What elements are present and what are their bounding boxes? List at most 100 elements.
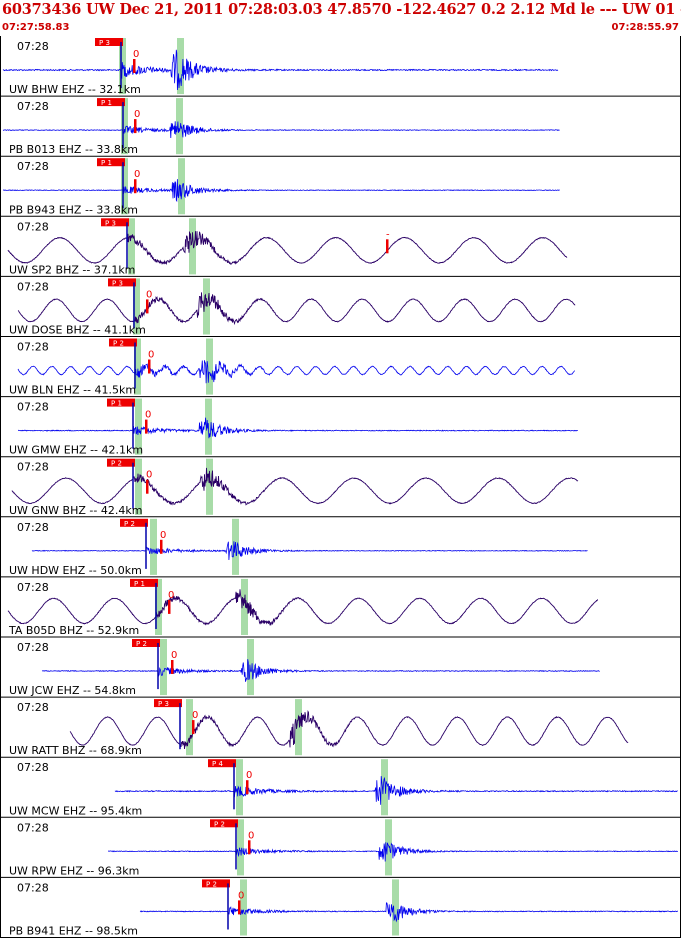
p-window-highlight	[133, 278, 140, 335]
p-pick-flag[interactable]	[120, 518, 148, 527]
s-pick-marker[interactable]	[134, 119, 137, 134]
s-pick-marker[interactable]	[386, 239, 389, 254]
p-pick-label: P 3	[158, 700, 169, 708]
p-pick-flag[interactable]	[132, 639, 160, 647]
trace-panel[interactable]: P 2 0 07:28 UW RPW EHZ -- 96.3km	[0, 817, 681, 878]
p-window-highlight	[121, 158, 128, 215]
p-window-highlight	[186, 699, 193, 756]
p-pick-flag[interactable]	[108, 278, 136, 287]
s-pick-marker[interactable]	[134, 179, 137, 194]
trace-panel[interactable]: P 4 0 07:28 UW MCW EHZ -- 95.4km	[0, 757, 681, 818]
s-window-highlight	[177, 38, 184, 95]
panel-time-label: 07:28	[17, 821, 49, 834]
p-window-highlight	[134, 338, 141, 395]
p-pick-label: P 1	[101, 159, 112, 167]
s-pick-marker[interactable]	[145, 419, 148, 434]
trace-panel[interactable]: P 1 0 07:28 PB B943 EHZ -- 33.8km	[0, 156, 681, 217]
panel-time-label: 07:28	[17, 160, 49, 173]
p-pick-flag[interactable]	[154, 699, 182, 708]
station-label: PB B941 EHZ -- 98.5km	[9, 925, 138, 938]
s-pick-label: 0	[146, 470, 152, 481]
panel-time-label: 07:28	[17, 341, 49, 354]
s-window-highlight	[295, 699, 302, 756]
trace-panel[interactable]: P 2 0 07:28 UW GNW BHZ -- 42.4km	[0, 456, 681, 518]
p-pick-label: P 3	[99, 39, 110, 47]
trace-panel[interactable]: P 2 0 07:28 UW JCW EHZ -- 54.8km	[0, 637, 681, 698]
trace-panel[interactable]: P 1 0 07:28 TA B05D BHZ -- 52.9km	[0, 576, 681, 638]
s-window-highlight	[381, 759, 388, 816]
p-pick-flag[interactable]	[95, 38, 123, 46]
waveform-trace	[17, 360, 575, 384]
waveform-trace	[7, 589, 598, 626]
p-pick-flag[interactable]	[210, 819, 238, 828]
p-window-highlight	[135, 398, 142, 455]
s-pick-marker[interactable]	[238, 900, 241, 915]
station-label: UW MCW EHZ -- 95.4km	[9, 804, 142, 817]
trace-panel[interactable]: P 1 0 07:28 PB B013 EHZ -- 33.8km	[0, 96, 681, 157]
trace-panel[interactable]: P 3 0 07:28 UW RATT BHZ -- 68.9km	[0, 697, 681, 758]
station-label: UW BLN EHZ -- 41.5km	[9, 384, 136, 397]
waveform-trace	[2, 49, 559, 91]
s-pick-label: 0	[134, 169, 140, 180]
s-pick-marker[interactable]	[171, 660, 174, 674]
station-label: TA B05D BHZ -- 52.9km	[8, 624, 139, 637]
waveform-trace	[41, 659, 600, 682]
trace-panel[interactable]: P 3 - 07:28 UW SP2 BHZ -- 37.1km	[0, 216, 681, 277]
s-pick-marker[interactable]	[168, 599, 171, 614]
p-pick-flag[interactable]	[107, 398, 135, 407]
p-pick-label: P 3	[105, 219, 116, 227]
s-window-highlight	[241, 578, 248, 635]
waveform-trace	[18, 417, 578, 439]
p-pick-label: P 2	[136, 640, 147, 648]
waveform-trace	[11, 467, 579, 506]
p-window-highlight	[236, 759, 243, 816]
p-window-highlight	[160, 639, 167, 696]
trace-panel[interactable]: P 3 0 07:28 UW BHW EHZ -- 32.1km	[0, 36, 681, 97]
s-pick-label: 0	[133, 49, 139, 60]
p-pick-flag[interactable]	[101, 218, 129, 227]
trace-panel[interactable]: P 2 0 07:28 PB B941 EHZ -- 98.5km	[0, 877, 681, 938]
p-pick-label: P 1	[111, 400, 122, 408]
p-pick-flag[interactable]	[202, 879, 230, 888]
trace-panel[interactable]: P 1 0 07:28 UW GMW EHZ -- 42.1km	[0, 396, 681, 458]
s-pick-marker[interactable]	[160, 539, 163, 554]
waveform-trace	[139, 902, 678, 923]
panel-time-label: 07:28	[17, 761, 49, 774]
station-label: UW RPW EHZ -- 96.3km	[9, 864, 139, 877]
s-pick-marker[interactable]	[133, 59, 136, 73]
p-pick-flag[interactable]	[130, 578, 158, 587]
trace-panel[interactable]: P 2 0 07:28 UW BLN EHZ -- 41.5km	[0, 336, 681, 398]
p-pick-label: P 2	[206, 880, 217, 888]
s-pick-marker[interactable]	[146, 299, 149, 314]
p-pick-flag[interactable]	[109, 338, 137, 347]
panel-time-label: 07:28	[17, 641, 49, 654]
seismogram-panels: P 3 0 07:28 UW BHW EHZ -- 32.1km P 1 0 07:28 PB…	[0, 36, 681, 938]
s-window-highlight	[385, 819, 392, 876]
s-pick-marker[interactable]	[148, 359, 151, 374]
p-pick-flag[interactable]	[97, 158, 125, 167]
p-window-highlight	[240, 879, 247, 936]
waveform-trace	[108, 842, 679, 862]
s-pick-marker[interactable]	[146, 479, 149, 494]
p-pick-flag[interactable]	[107, 458, 135, 467]
waveform-trace	[7, 231, 568, 266]
p-pick-flag[interactable]	[208, 759, 236, 768]
panel-time-label: 07:28	[17, 701, 49, 714]
p-pick-label: P 2	[214, 820, 225, 828]
panel-time-label: 07:28	[17, 881, 49, 894]
trace-panel[interactable]: P 2 0 07:28 UW HDW EHZ -- 50.0km	[0, 516, 681, 578]
waveform-trace	[2, 121, 560, 139]
s-pick-marker[interactable]	[192, 720, 195, 735]
p-pick-label: P 3	[112, 279, 123, 287]
s-pick-marker[interactable]	[248, 840, 251, 855]
s-pick-marker[interactable]	[246, 780, 249, 795]
window-end-time: 07:28:55.97	[611, 22, 679, 33]
station-label: UW RATT BHZ -- 68.9km	[9, 744, 142, 757]
panel-time-label: 07:28	[17, 581, 49, 594]
p-pick-flag[interactable]	[97, 98, 125, 107]
trace-panel[interactable]: P 3 0 07:28 UW DOSE BHZ -- 41.1km	[0, 276, 681, 337]
p-pick-label: P 4	[212, 760, 223, 768]
p-pick-label: P 2	[111, 460, 122, 468]
s-window-highlight	[206, 458, 213, 515]
panel-time-label: 07:28	[17, 521, 49, 534]
